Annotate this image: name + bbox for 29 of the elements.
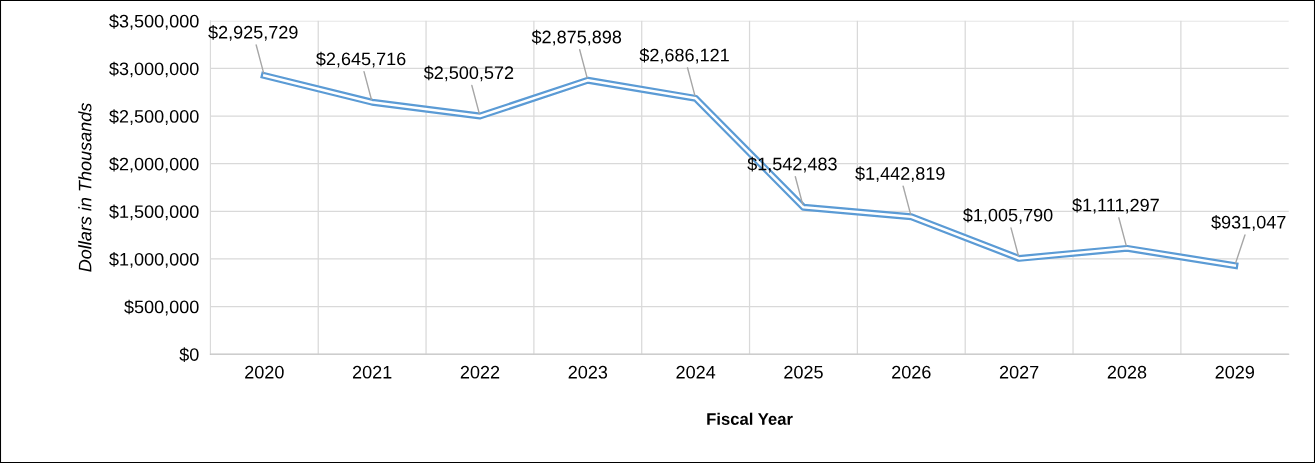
x-tick-label: 2024 [676, 365, 716, 379]
x-tick-label: 2023 [568, 365, 608, 379]
x-tick-label: 2026 [892, 365, 931, 379]
data-label: $2,925,729 [208, 25, 298, 41]
data-label: $2,686,121 [639, 47, 729, 64]
x-tick-label: 2027 [999, 365, 1039, 379]
y-tick-label: $1,000,000 [109, 252, 199, 268]
data-label: $1,005,790 [963, 207, 1053, 224]
data-label: $931,047 [1211, 215, 1286, 231]
x-tick-label: 2025 [784, 365, 823, 379]
y-tick-label: $2,500,000 [109, 109, 199, 125]
y-tick-label: $3,500,000 [109, 14, 199, 30]
data-label: $2,645,716 [316, 51, 406, 68]
x-tick-label: 2020 [245, 365, 284, 379]
x-tick-label: 2028 [1107, 365, 1147, 379]
data-label: $1,111,297 [1072, 197, 1159, 214]
x-tick-label: 2029 [1215, 365, 1255, 379]
y-tick-label: $500,000 [124, 299, 199, 316]
y-tick-label: $1,500,000 [109, 204, 199, 221]
y-axis-title: Dollars in Thousands [78, 103, 92, 272]
x-tick-label: 2021 [352, 365, 392, 379]
y-tick-label: $0 [179, 347, 199, 362]
data-label: $2,500,572 [423, 65, 514, 82]
x-axis-title: Fiscal Year [707, 412, 793, 425]
x-tick-label: 2022 [460, 365, 500, 379]
y-tick-label: $3,000,000 [109, 61, 199, 78]
y-tick-label: $2,000,000 [109, 156, 199, 173]
data-label: $1,442,819 [855, 166, 945, 182]
data-label: $2,875,898 [531, 29, 622, 46]
